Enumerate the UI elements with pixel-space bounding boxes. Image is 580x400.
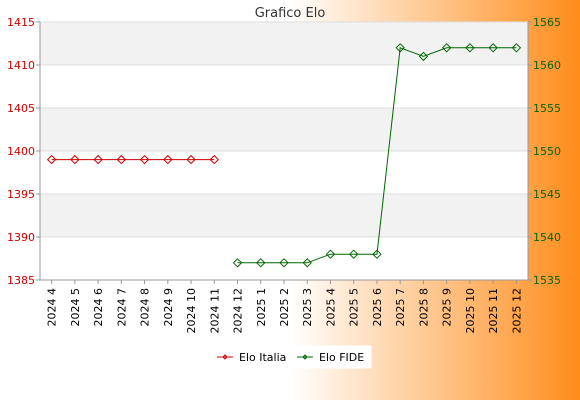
y-right-tick-label: 1535 [533, 274, 561, 287]
y-left-tick-label: 1415 [7, 16, 35, 29]
y-left-tick-label: 1385 [7, 274, 35, 287]
data-point [279, 258, 289, 268]
y-right-tick-label: 1540 [533, 231, 561, 244]
y-left-tick-label: 1395 [7, 188, 35, 201]
x-tick-label: 2024 9 [162, 288, 175, 327]
data-point [488, 43, 498, 53]
y-right-tick-label: 1560 [533, 59, 561, 72]
data-point [93, 154, 103, 165]
x-tick-label: 2025 7 [394, 288, 407, 327]
x-tick-label: 2025 5 [348, 288, 361, 327]
data-point [232, 258, 243, 268]
x-tick-label: 2025 9 [441, 288, 454, 327]
x-tick-label: 2025 4 [324, 288, 337, 327]
data-point [465, 43, 475, 53]
plot-area: 1385 1390 1395 1400 1405 1410 1415 1535 1540 1545… [7, 16, 561, 334]
x-tick-label: 2025 3 [301, 288, 314, 327]
data-point [325, 249, 336, 259]
data-point [441, 43, 452, 53]
y-right-tick-label: 1555 [533, 102, 561, 115]
legend-swatch-marker [222, 354, 228, 360]
legend-swatch-marker [302, 354, 308, 360]
x-tick-label: 2025 12 [510, 288, 523, 334]
y-left-tick-label: 1410 [7, 59, 35, 72]
legend-label: Elo Italia [239, 351, 286, 364]
x-tick-label: 2025 10 [464, 288, 477, 334]
x-tick-label: 2024 12 [232, 288, 245, 334]
data-point [395, 43, 405, 53]
legend-box [210, 345, 372, 369]
x-tick-label: 2024 8 [139, 288, 152, 327]
x-tick-label: 2024 4 [46, 288, 59, 327]
data-point [70, 154, 80, 165]
data-point [163, 154, 173, 165]
data-point [372, 249, 382, 259]
data-point [349, 249, 359, 259]
data-point [418, 51, 429, 62]
x-tick-label: 2025 6 [371, 288, 384, 327]
data-point [139, 154, 150, 165]
x-tick-label: 2025 8 [417, 288, 430, 327]
series-line-elo-fide [237, 47, 517, 264]
x-tick-label: 2024 10 [185, 288, 198, 334]
data-point [116, 154, 127, 165]
data-point [209, 154, 219, 165]
chart-title: Grafico Elo [255, 6, 326, 21]
y-right-tick-label: 1565 [533, 16, 561, 29]
x-tick-label: 2025 2 [278, 288, 291, 327]
x-tick-label: 2024 11 [208, 288, 221, 334]
x-tick-label: 2024 5 [69, 288, 82, 327]
grid-band [40, 108, 528, 151]
legend: Elo Italia Elo FIDE [210, 345, 372, 369]
y-right-tick-label: 1545 [533, 188, 561, 201]
legend-label: Elo FIDE [319, 351, 364, 364]
data-point [302, 258, 312, 268]
data-point [256, 258, 266, 268]
data-point [511, 43, 522, 53]
y-left-tick-label: 1405 [7, 102, 35, 115]
x-tick-label: 2025 1 [255, 288, 268, 327]
y-right-tick-label: 1550 [533, 145, 561, 158]
x-tick-label: 2024 6 [92, 288, 105, 327]
grid-band [40, 194, 528, 237]
data-point [46, 154, 57, 165]
data-point [186, 154, 196, 165]
grid-band [40, 22, 528, 65]
x-tick-label: 2025 11 [487, 288, 500, 334]
y-left-tick-label: 1390 [7, 231, 35, 244]
x-tick-label: 2024 7 [115, 288, 128, 327]
y-left-tick-label: 1400 [7, 145, 35, 158]
